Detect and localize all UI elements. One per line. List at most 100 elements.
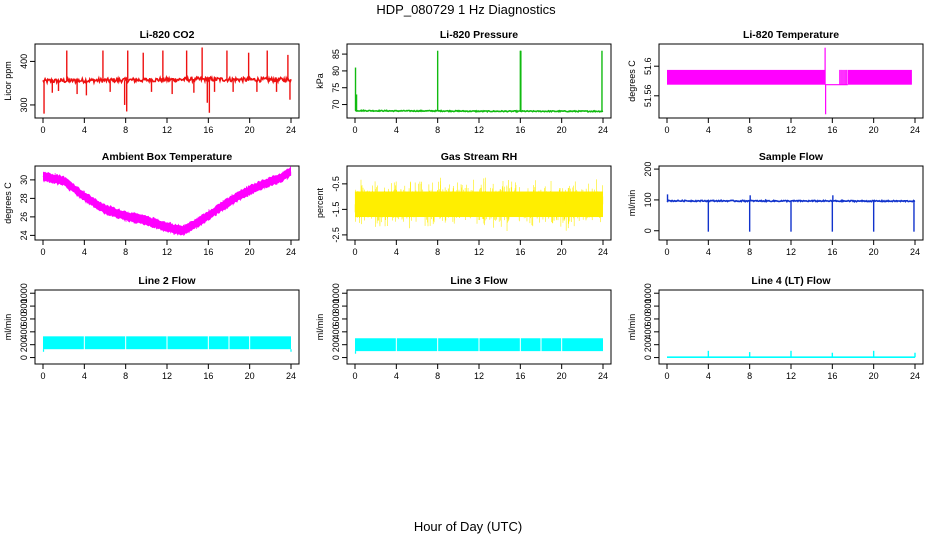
y-tick-label: 0 xyxy=(643,355,653,360)
panel-title: Li-820 Pressure xyxy=(440,29,518,41)
y-tick-label: 1000 xyxy=(19,283,29,303)
data-layer xyxy=(42,47,292,114)
y-axis-label: percent xyxy=(315,187,325,218)
y-axis-label: ml/min xyxy=(3,314,13,341)
x-tick-label: 0 xyxy=(352,247,357,257)
y-tick-label: 51.56 xyxy=(643,85,653,108)
x-tick-label: 4 xyxy=(82,371,87,381)
x-tick-label: 12 xyxy=(474,247,484,257)
panel-title: Ambient Box Temperature xyxy=(102,151,233,163)
x-tick-label: 16 xyxy=(203,125,213,135)
y-tick-label: 400 xyxy=(643,324,653,339)
y-tick-label: 28 xyxy=(19,193,29,203)
panel-6: Sample Flow ml/min 0 4 8 12 16 20 24 0 100 200 xyxy=(627,151,924,257)
x-tick-label: 20 xyxy=(869,371,879,381)
panel-8: Line 3 Flow ml/min 0 4 8 12 16 20 24 0 20040060080… xyxy=(315,275,612,381)
data-layer xyxy=(667,47,912,115)
x-tick-label: 8 xyxy=(747,125,752,135)
x-tick-label: 0 xyxy=(40,371,45,381)
x-tick-label: 12 xyxy=(786,125,796,135)
y-tick-label: 1000 xyxy=(643,283,653,303)
x-tick-label: 4 xyxy=(706,371,711,381)
x-tick-label: 16 xyxy=(827,371,837,381)
x-tick-label: 4 xyxy=(394,247,399,257)
y-tick-label: 800 xyxy=(331,299,341,314)
panel-3: Li-820 Temperature degrees C 0 4 8 12 16 20 24 51… xyxy=(627,29,924,135)
y-tick-label: -0.5 xyxy=(331,176,341,192)
band-area xyxy=(43,166,291,236)
x-tick-label: 8 xyxy=(435,247,440,257)
y-axis-label: Licor ppm xyxy=(3,61,13,101)
x-tick-label: 20 xyxy=(245,125,255,135)
y-axis-label: kPa xyxy=(315,73,325,89)
series-line xyxy=(42,74,292,86)
x-tick-label: 20 xyxy=(557,125,567,135)
panel-9: Line 4 (LT) Flow ml/min 0 4 8 12 16 20 24 0 200400… xyxy=(627,275,924,381)
data-layer xyxy=(42,166,292,236)
x-tick-label: 0 xyxy=(664,125,669,135)
y-tick-label: 800 xyxy=(19,299,29,314)
x-tick-label: 20 xyxy=(869,125,879,135)
y-tick-label: 51.6 xyxy=(643,57,653,75)
x-tick-label: 8 xyxy=(123,371,128,381)
x-axis-label: Hour of Day (UTC) xyxy=(414,519,522,534)
panel-title: Line 4 (LT) Flow xyxy=(751,275,831,287)
x-tick-label: 8 xyxy=(747,247,752,257)
x-tick-label: 24 xyxy=(286,125,296,135)
plot-frame xyxy=(346,43,612,119)
x-tick-label: 12 xyxy=(474,371,484,381)
x-tick-label: 0 xyxy=(40,247,45,257)
series-line xyxy=(354,109,604,114)
y-tick-label: 0 xyxy=(643,228,653,233)
y-tick-label: 600 xyxy=(19,311,29,326)
y-tick-label: 75 xyxy=(331,83,341,93)
x-tick-label: 12 xyxy=(162,371,172,381)
x-tick-label: 4 xyxy=(394,371,399,381)
data-layer xyxy=(354,50,604,114)
x-tick-label: 24 xyxy=(598,125,608,135)
x-tick-label: 0 xyxy=(664,371,669,381)
x-tick-label: 20 xyxy=(557,371,567,381)
x-tick-label: 16 xyxy=(827,125,837,135)
x-tick-label: 24 xyxy=(598,371,608,381)
x-tick-label: 0 xyxy=(352,125,357,135)
y-tick-label: 200 xyxy=(643,337,653,352)
y-tick-label: -1.5 xyxy=(331,202,341,218)
y-tick-label: 300 xyxy=(19,97,29,112)
x-tick-label: 16 xyxy=(515,371,525,381)
y-tick-label: 85 xyxy=(331,49,341,59)
x-tick-label: 4 xyxy=(706,125,711,135)
x-tick-label: 16 xyxy=(203,247,213,257)
x-tick-label: 24 xyxy=(286,371,296,381)
y-tick-label: 200 xyxy=(643,162,653,177)
x-tick-label: 4 xyxy=(706,247,711,257)
x-tick-label: 12 xyxy=(162,247,172,257)
x-tick-label: 24 xyxy=(910,247,920,257)
y-axis-label: ml/min xyxy=(627,314,637,341)
y-tick-label: 100 xyxy=(643,192,653,207)
x-tick-label: 0 xyxy=(40,125,45,135)
y-tick-label: 400 xyxy=(19,324,29,339)
y-tick-label: 70 xyxy=(331,100,341,110)
x-tick-label: 24 xyxy=(910,371,920,381)
panel-7: Line 2 Flow ml/min 0 4 8 12 16 20 24 0 20040060080… xyxy=(3,275,300,381)
y-tick-label: 600 xyxy=(643,311,653,326)
y-tick-label: 80 xyxy=(331,66,341,76)
y-tick-label: 0 xyxy=(331,355,341,360)
x-tick-label: 20 xyxy=(557,247,567,257)
x-tick-label: 12 xyxy=(474,125,484,135)
panel-title: Gas Stream RH xyxy=(441,151,517,163)
data-layer xyxy=(42,290,292,364)
y-tick-label: 0 xyxy=(19,355,29,360)
y-axis-label: ml/min xyxy=(315,314,325,341)
y-tick-label: -2.5 xyxy=(331,227,341,243)
x-tick-label: 8 xyxy=(123,247,128,257)
y-tick-label: 1000 xyxy=(331,283,341,303)
x-tick-label: 24 xyxy=(286,247,296,257)
data-layer xyxy=(666,194,916,232)
y-axis-label: degrees C xyxy=(3,182,13,224)
x-tick-label: 12 xyxy=(786,371,796,381)
y-tick-label: 600 xyxy=(331,311,341,326)
